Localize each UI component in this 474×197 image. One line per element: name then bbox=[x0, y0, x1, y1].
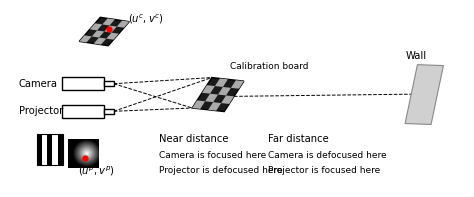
Bar bbox=[58, 134, 63, 165]
Polygon shape bbox=[192, 78, 244, 112]
Bar bbox=[47, 134, 52, 165]
Polygon shape bbox=[208, 102, 221, 111]
Bar bbox=[36, 134, 42, 165]
Polygon shape bbox=[62, 105, 104, 118]
Text: Far distance: Far distance bbox=[268, 134, 328, 144]
Polygon shape bbox=[205, 94, 218, 102]
Text: Calibration board: Calibration board bbox=[230, 62, 309, 71]
Text: Camera is focused here: Camera is focused here bbox=[159, 151, 266, 160]
Text: Near distance: Near distance bbox=[159, 134, 228, 144]
Text: $(u^c, v^c)$: $(u^c, v^c)$ bbox=[128, 13, 164, 26]
Polygon shape bbox=[62, 77, 104, 90]
Polygon shape bbox=[192, 100, 205, 109]
Polygon shape bbox=[104, 25, 117, 33]
Polygon shape bbox=[90, 23, 102, 30]
Text: Camera: Camera bbox=[19, 79, 58, 89]
Polygon shape bbox=[231, 80, 244, 89]
Bar bbox=[42, 134, 47, 165]
Polygon shape bbox=[215, 78, 228, 87]
Polygon shape bbox=[92, 30, 104, 38]
Polygon shape bbox=[202, 85, 215, 94]
Polygon shape bbox=[106, 33, 119, 40]
Text: Projector is focused here: Projector is focused here bbox=[268, 166, 380, 175]
Text: Projector is defocused here: Projector is defocused here bbox=[159, 166, 283, 175]
Bar bbox=[52, 134, 58, 165]
Polygon shape bbox=[94, 38, 106, 45]
Polygon shape bbox=[218, 87, 231, 96]
Bar bbox=[104, 109, 114, 114]
Text: Camera is defocused here: Camera is defocused here bbox=[268, 151, 386, 160]
Text: Projector: Projector bbox=[19, 106, 63, 116]
Polygon shape bbox=[102, 18, 115, 25]
Text: $(u^p, v^p)$: $(u^p, v^p)$ bbox=[78, 165, 115, 178]
Bar bbox=[36, 134, 63, 165]
Polygon shape bbox=[79, 35, 92, 43]
Text: Wall: Wall bbox=[405, 51, 427, 61]
Polygon shape bbox=[117, 20, 129, 28]
Bar bbox=[104, 81, 114, 86]
Polygon shape bbox=[405, 65, 443, 125]
Polygon shape bbox=[221, 96, 234, 104]
Polygon shape bbox=[79, 17, 129, 46]
